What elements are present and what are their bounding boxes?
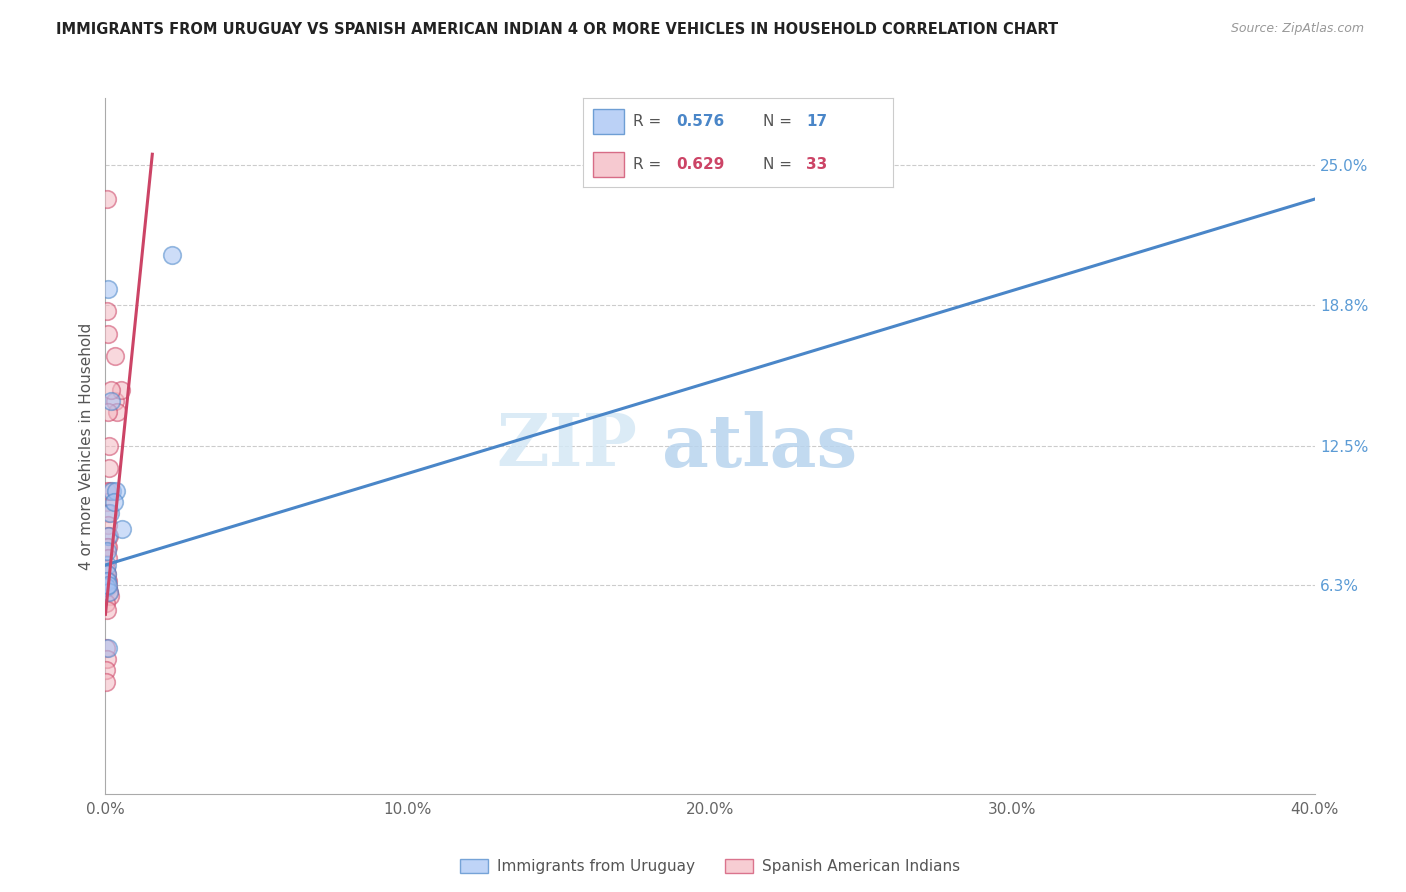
Point xyxy=(96,574,118,588)
Point xyxy=(96,581,118,595)
Point xyxy=(97,405,120,419)
Point xyxy=(96,495,118,509)
Point xyxy=(96,652,118,666)
Point xyxy=(104,349,127,363)
Point xyxy=(96,566,118,581)
Point xyxy=(105,405,128,419)
Point xyxy=(96,596,118,610)
Point xyxy=(97,540,120,554)
Text: ZIP: ZIP xyxy=(496,410,637,482)
Point xyxy=(101,483,124,498)
Point xyxy=(97,326,120,341)
Point xyxy=(96,674,118,689)
Point xyxy=(97,517,120,532)
Point xyxy=(96,562,118,576)
Text: Source: ZipAtlas.com: Source: ZipAtlas.com xyxy=(1230,22,1364,36)
Point xyxy=(97,439,120,453)
Point xyxy=(97,640,120,655)
Point xyxy=(98,585,121,599)
Point xyxy=(97,529,120,543)
Point xyxy=(160,248,183,262)
Text: atlas: atlas xyxy=(662,410,856,482)
Point xyxy=(96,544,118,558)
Point xyxy=(98,590,121,604)
Legend: Immigrants from Uruguay, Spanish American Indians: Immigrants from Uruguay, Spanish America… xyxy=(454,853,966,880)
Text: N =: N = xyxy=(763,157,797,171)
Point xyxy=(96,540,118,554)
Text: 17: 17 xyxy=(806,114,827,128)
Point xyxy=(96,566,118,581)
Point xyxy=(96,574,118,588)
Point xyxy=(96,603,118,617)
Point xyxy=(103,495,125,509)
Point xyxy=(100,394,122,409)
Point xyxy=(97,581,120,595)
Point xyxy=(98,529,121,543)
Point xyxy=(96,558,118,572)
Text: R =: R = xyxy=(633,114,666,128)
Point xyxy=(97,574,120,588)
Point xyxy=(97,506,120,520)
Text: R =: R = xyxy=(633,157,666,171)
Point xyxy=(96,304,118,318)
Point xyxy=(98,461,121,475)
Text: N =: N = xyxy=(763,114,797,128)
Point xyxy=(98,506,121,520)
Text: 0.576: 0.576 xyxy=(676,114,724,128)
Point xyxy=(94,664,117,678)
Text: IMMIGRANTS FROM URUGUAY VS SPANISH AMERICAN INDIAN 4 OR MORE VEHICLES IN HOUSEHO: IMMIGRANTS FROM URUGUAY VS SPANISH AMERI… xyxy=(56,22,1059,37)
Point xyxy=(98,483,121,498)
Point xyxy=(98,585,121,599)
FancyBboxPatch shape xyxy=(593,152,624,177)
Point xyxy=(97,551,120,566)
Point xyxy=(105,483,128,498)
Point xyxy=(94,640,117,655)
Text: 33: 33 xyxy=(806,157,828,171)
Point xyxy=(100,383,122,397)
Text: 0.629: 0.629 xyxy=(676,157,724,171)
Point xyxy=(96,483,118,498)
Y-axis label: 4 or more Vehicles in Household: 4 or more Vehicles in Household xyxy=(79,322,94,570)
Point xyxy=(96,192,118,206)
FancyBboxPatch shape xyxy=(593,109,624,134)
Point xyxy=(97,282,120,296)
Point xyxy=(110,383,132,397)
Point xyxy=(111,522,134,536)
Point xyxy=(97,578,120,592)
Point xyxy=(103,394,125,409)
